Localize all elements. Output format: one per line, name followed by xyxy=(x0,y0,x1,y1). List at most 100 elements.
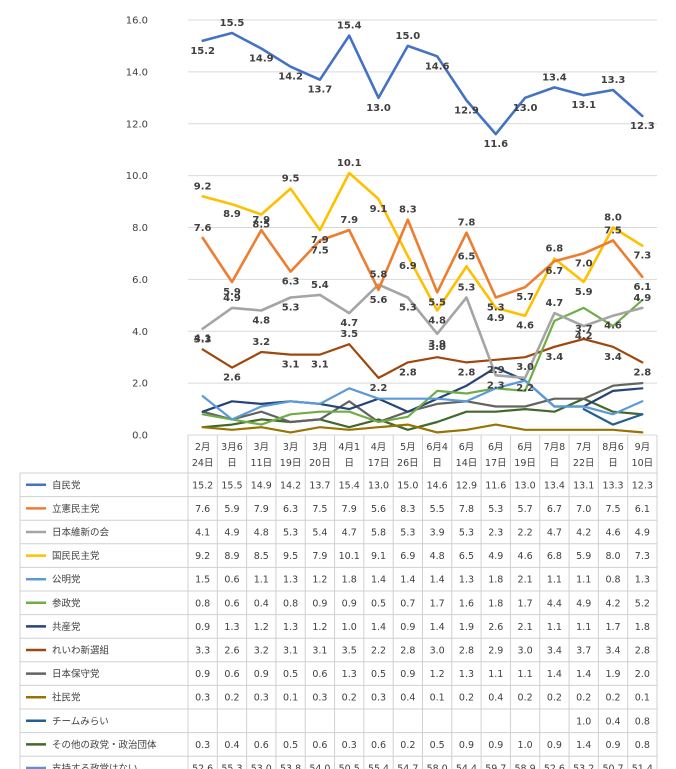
table-cell-value: 0.4 xyxy=(254,598,269,609)
table-cell-value: 15.5 xyxy=(221,480,242,491)
table-cell-value: 1.8 xyxy=(488,598,503,609)
table-cell-value: 3.9 xyxy=(430,528,445,539)
data-label: 13.0 xyxy=(513,103,538,114)
table-cell-value: 1.4 xyxy=(371,622,386,633)
table-cell-value: 6.1 xyxy=(635,504,650,515)
data-label: 2.9 xyxy=(487,365,505,376)
y-tick-label: 4.0 xyxy=(132,327,148,338)
x-category-label: 3月 xyxy=(254,442,270,453)
data-label: 2.6 xyxy=(223,373,241,384)
table-cell-value: 0.4 xyxy=(400,693,415,704)
table-cell-value: 0.3 xyxy=(312,693,327,704)
data-label: 5.3 xyxy=(458,283,476,294)
table-cell-value: 1.6 xyxy=(459,598,474,609)
data-label: 4.9 xyxy=(223,293,241,304)
table-cell-value: 0.6 xyxy=(254,740,269,751)
table-cell-value: 1.9 xyxy=(459,622,474,633)
table-cell-value: 1.5 xyxy=(195,575,210,586)
table-cell-value: 1.2 xyxy=(254,622,269,633)
data-label: 2.8 xyxy=(399,367,417,378)
series-line xyxy=(201,382,644,424)
y-tick-label: 16.0 xyxy=(126,16,148,27)
data-label: 8.5 xyxy=(252,220,270,231)
data-label: 7.5 xyxy=(604,225,622,236)
table-cell-value: 0.9 xyxy=(342,598,357,609)
table-cell-value: 13.1 xyxy=(573,480,594,491)
table-cell-value: 55.4 xyxy=(368,764,389,769)
table-cell-value: 52.6 xyxy=(192,764,213,769)
table-cell-value: 1.4 xyxy=(371,575,386,586)
data-label: 2.2 xyxy=(370,383,388,394)
table-cell-value: 0.8 xyxy=(195,598,210,609)
x-category-label-line2: 日 xyxy=(550,458,560,469)
table-cell-value: 52.6 xyxy=(544,764,565,769)
table-cell-value: 0.5 xyxy=(371,669,386,680)
data-label: 7.5 xyxy=(311,245,329,256)
data-label: 7.9 xyxy=(340,215,358,226)
x-category-label-line2: 10日 xyxy=(632,458,654,469)
table-cell-value: 7.9 xyxy=(312,551,327,562)
table-cell-value: 0.2 xyxy=(576,693,591,704)
data-label: 4.8 xyxy=(252,316,270,327)
table-cell-value: 15.4 xyxy=(339,480,360,491)
data-label: 15.0 xyxy=(396,31,421,42)
table-cell-value: 1.1 xyxy=(254,575,269,586)
data-label: 6.5 xyxy=(458,251,476,262)
data-label: 2.8 xyxy=(633,367,651,378)
series-line xyxy=(201,31,644,136)
data-label: 4.7 xyxy=(340,318,358,329)
table-cell-value: 59.7 xyxy=(485,764,506,769)
x-category-label: 3月 xyxy=(283,442,299,453)
table-cell-value: 14.2 xyxy=(280,480,301,491)
legend-entry: 自民党 xyxy=(52,479,81,491)
data-label: 3.4 xyxy=(604,352,622,363)
data-label: 3.4 xyxy=(546,352,564,363)
data-label: 9.5 xyxy=(282,174,300,185)
data-label: 5.3 xyxy=(399,303,417,314)
series-line xyxy=(582,408,644,426)
table-cell-value: 2.6 xyxy=(224,646,239,657)
x-category-label-line2: 17日 xyxy=(485,458,507,469)
table-cell-value: 5.4 xyxy=(312,528,327,539)
table-cell-value: 2.1 xyxy=(518,575,533,586)
table-cell-value: 12.3 xyxy=(632,480,653,491)
x-category-label: 7月8 xyxy=(544,442,566,453)
data-label: 8.0 xyxy=(604,213,622,224)
table-cell-value: 1.4 xyxy=(430,622,445,633)
legend-entry: 参政党 xyxy=(52,597,81,609)
table-cell-value: 0.2 xyxy=(342,693,357,704)
table-cell-value: 13.0 xyxy=(515,480,536,491)
x-category-label: 6月 xyxy=(517,442,533,453)
data-label: 14.6 xyxy=(425,61,450,72)
table-cell-value: 7.9 xyxy=(342,504,357,515)
table-cell-value: 6.9 xyxy=(400,551,415,562)
table-cell-value: 0.9 xyxy=(488,740,503,751)
data-label: 6.7 xyxy=(546,266,564,277)
table-cell-value: 1.3 xyxy=(635,575,650,586)
table-cell-value: 9.5 xyxy=(283,551,298,562)
table-cell-value: 4.9 xyxy=(488,551,503,562)
legend-entry: その他の政党・政治団体 xyxy=(52,739,157,751)
legend-entry: 共産党 xyxy=(52,621,81,633)
table-cell-value: 2.8 xyxy=(459,646,474,657)
legend-entry: 立憲民主党 xyxy=(52,503,100,515)
table-cell-value: 5.9 xyxy=(576,551,591,562)
data-label: 7.0 xyxy=(575,258,593,269)
y-tick-label: 8.0 xyxy=(132,223,148,234)
table-cell-value: 6.3 xyxy=(283,504,298,515)
data-label: 12.9 xyxy=(454,105,479,116)
table-cell-value: 0.5 xyxy=(283,669,298,680)
data-label: 7.9 xyxy=(311,235,329,246)
series-line xyxy=(201,171,644,317)
table-cell-value: 0.3 xyxy=(342,740,357,751)
table-cell-value: 58.9 xyxy=(515,764,536,769)
data-label: 3.7 xyxy=(575,324,593,335)
table-cell-value: 1.3 xyxy=(459,575,474,586)
table-cell-value: 53.2 xyxy=(573,764,594,769)
table-cell-value: 50.5 xyxy=(339,764,360,769)
table-cell-value: 4.8 xyxy=(254,528,269,539)
data-label: 14.2 xyxy=(278,72,303,83)
series-line xyxy=(201,283,644,380)
table-cell-value: 5.3 xyxy=(283,528,298,539)
